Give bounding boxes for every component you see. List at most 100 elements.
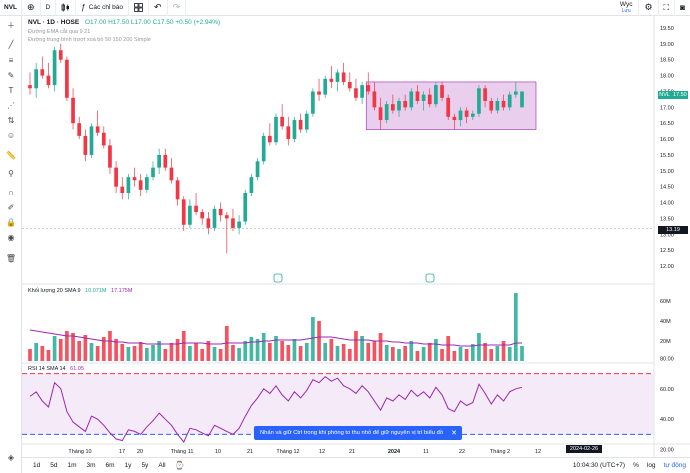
range-all[interactable]: All xyxy=(158,462,166,469)
volume-legend-v2: 17.175M xyxy=(111,288,133,294)
volume-bar xyxy=(446,336,451,361)
zoom-tool[interactable]: ⚲ xyxy=(4,167,18,179)
lock-tool[interactable]: 🔒 xyxy=(4,216,18,228)
range-5y[interactable]: 5y xyxy=(141,462,149,469)
undo-button[interactable]: ↶ xyxy=(149,0,168,16)
log-toggle[interactable]: log xyxy=(646,462,656,469)
candle-body xyxy=(366,85,371,92)
layers-icon: ◈ xyxy=(7,452,15,462)
hide-tool[interactable]: ◉ xyxy=(4,231,18,243)
time-tick-label: Tháng 12 xyxy=(276,449,299,455)
clock-text[interactable]: 10:04:30 (UTC+7) xyxy=(572,462,626,469)
account-save-label: Lưu xyxy=(621,7,631,14)
candle-body xyxy=(397,100,401,111)
last-price-text: 17.50 xyxy=(672,92,687,98)
price-tick-label: 19.00 xyxy=(660,42,674,48)
volume-bar xyxy=(65,331,69,361)
text-tool[interactable]: T xyxy=(4,84,18,96)
percent-toggle[interactable]: % xyxy=(633,462,639,469)
time-tick-label: 17 xyxy=(119,449,125,455)
range-3m[interactable]: 3m xyxy=(86,462,96,469)
volume-bar xyxy=(163,349,168,361)
volume-bar xyxy=(421,347,426,361)
top-toolbar: NVL ⊕ D ƒ Các chỉ báo ↶ ↷ Wyc Lưu ⚙ ⛶ ◙ xyxy=(0,0,690,16)
indicators-button[interactable]: ƒ Các chỉ báo xyxy=(76,0,130,16)
candle-body xyxy=(157,154,161,168)
symbol-search-button[interactable]: NVL xyxy=(0,0,22,16)
volume-bar xyxy=(360,336,364,361)
volume-bar xyxy=(188,346,192,361)
brush-tool[interactable]: ✎ xyxy=(4,69,18,81)
drawing-toolbar: ＋ ╱ ≡ ✎ T ⋰ ⇅ ☺ 📏 ⚲ ∩ ✐ 🔒 ◉ 🗑 ◈ xyxy=(0,16,22,473)
range-1d[interactable]: 1d xyxy=(33,462,41,469)
fib-tool[interactable]: ≡ xyxy=(4,54,18,66)
candle-body xyxy=(440,85,444,98)
range-1y[interactable]: 1y xyxy=(124,462,132,469)
volume-bar xyxy=(317,321,321,361)
settings-button[interactable]: ⚙ xyxy=(638,0,657,16)
range-6m[interactable]: 6m xyxy=(105,462,115,469)
prediction-tool[interactable]: ⇅ xyxy=(4,114,18,126)
volume-tick-label: 60M xyxy=(660,299,671,305)
range-5d[interactable]: 5d xyxy=(50,462,58,469)
layout-button[interactable] xyxy=(129,0,150,16)
auto-toggle[interactable]: tự động xyxy=(663,462,686,469)
volume-bar xyxy=(194,343,198,361)
volume-bar xyxy=(89,343,94,361)
lock-icon: 🔒 xyxy=(6,217,16,227)
interval-button[interactable]: D xyxy=(41,0,57,16)
trendline-tool[interactable]: ╱ xyxy=(4,38,18,50)
layers-tool[interactable]: ◈ xyxy=(4,451,18,463)
ruler-icon: 📏 xyxy=(6,150,16,160)
rsi-legend[interactable]: RSI 14 SMA 14 61.05 xyxy=(28,366,84,372)
price-tick-label: 18.00 xyxy=(660,74,674,80)
stay-drawing-tool[interactable]: ✐ xyxy=(4,201,18,213)
redo-button[interactable]: ↷ xyxy=(168,0,187,16)
delete-tool[interactable]: 🗑 xyxy=(4,252,18,264)
candle-body xyxy=(304,113,309,130)
volume-bar xyxy=(409,341,414,361)
candle-body xyxy=(372,91,377,108)
volume-sma-line xyxy=(29,329,522,347)
pattern-tool[interactable]: ⋰ xyxy=(4,99,18,111)
magnet-tool[interactable]: ∩ xyxy=(4,186,18,198)
volume-bar xyxy=(138,342,143,361)
chart-canvas[interactable]: 19.50 19.00 18.50 18.00 17.50 17.00 16.50 16.00… xyxy=(22,16,690,457)
candle-body xyxy=(200,212,205,219)
candle-body xyxy=(120,186,125,194)
range-1m[interactable]: 1m xyxy=(67,462,77,469)
volume-bar xyxy=(274,336,278,361)
legend-indicator-ema[interactable]: Đường EMA cắt qua 9 21 xyxy=(28,29,91,35)
volume-bar xyxy=(335,346,340,361)
account-button[interactable]: Wyc Lưu xyxy=(614,1,639,14)
legend-indicator-ma[interactable]: Đường trung bình trượt xoá bỏ 50 150 200… xyxy=(28,37,151,43)
chart-area[interactable]: 19.50 19.00 18.50 18.00 17.50 17.00 16.50 16.00… xyxy=(22,16,690,457)
volume-bar xyxy=(483,343,487,361)
candle-body xyxy=(360,85,364,98)
volume-legend[interactable]: Khối lượng 20 SMA 9 10.071M 17.175M xyxy=(28,288,132,294)
emoji-tool[interactable]: ☺ xyxy=(4,129,18,141)
volume-bar xyxy=(268,343,272,361)
camera-icon: ◙ xyxy=(680,3,685,12)
snapshot-button[interactable]: ◙ xyxy=(674,0,690,16)
close-icon[interactable]: ✕ xyxy=(451,430,457,437)
volume-bar xyxy=(489,349,494,361)
chart-type-button[interactable] xyxy=(56,0,77,16)
compare-button[interactable]: ⊕ xyxy=(22,0,41,16)
candles-series xyxy=(28,43,524,254)
fullscreen-button[interactable]: ⛶ xyxy=(657,0,675,16)
time-tick-label: 12 xyxy=(319,449,325,455)
volume-bar xyxy=(298,346,303,361)
measure-tool[interactable]: 📏 xyxy=(4,149,18,161)
goto-date-icon[interactable]: ⌚ xyxy=(174,461,185,470)
time-tick-label: 21 xyxy=(349,449,355,455)
volume-bar xyxy=(495,346,500,361)
legend-title[interactable]: NVL · 1D · HOSE xyxy=(28,19,80,26)
time-tick-label: 22 xyxy=(459,449,465,455)
candle-body xyxy=(243,193,248,222)
rsi-legend-label: RSI 14 SMA 14 xyxy=(28,366,66,372)
time-tick-label: Tháng 10 xyxy=(68,449,91,455)
candle-body xyxy=(101,132,106,146)
candle-body xyxy=(274,116,278,143)
crosshair-tool[interactable]: ＋ xyxy=(4,19,18,31)
